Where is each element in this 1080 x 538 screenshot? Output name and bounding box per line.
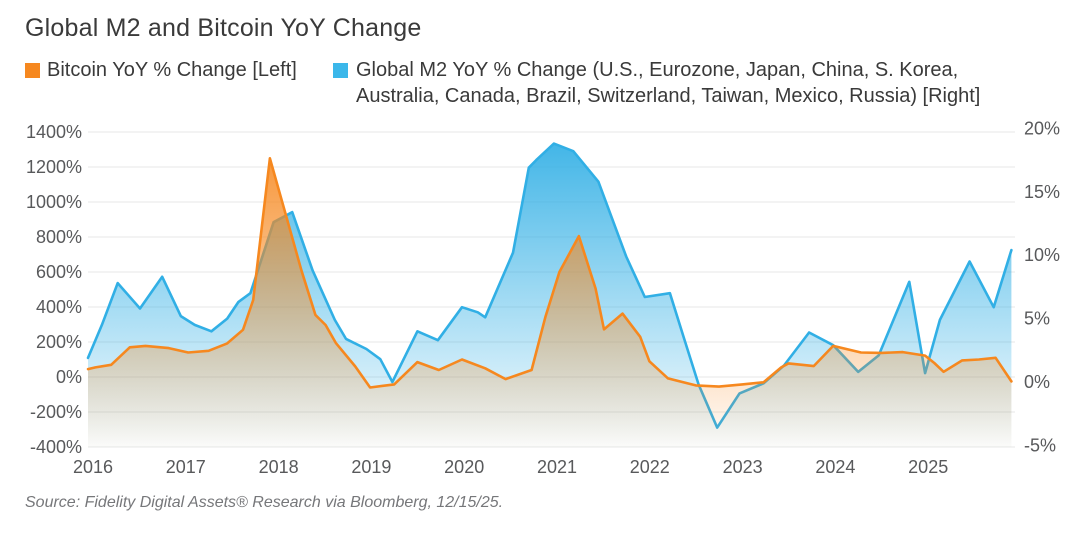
series-line bbox=[86, 157, 1013, 389]
right-axis-tick: 20% bbox=[1024, 118, 1060, 138]
left-axis-tick: -400% bbox=[30, 437, 82, 457]
chart-title: Global M2 and Bitcoin YoY Change bbox=[25, 14, 422, 42]
bitcoin-legend-label: Bitcoin YoY % Change [Left] bbox=[47, 59, 297, 81]
x-axis-tick: 2021 bbox=[537, 457, 577, 477]
right-axis-tick: -5% bbox=[1024, 435, 1056, 455]
right-axis-tick: 5% bbox=[1024, 309, 1050, 329]
left-axis-tick: 800% bbox=[36, 227, 82, 247]
x-axis-tick: 2023 bbox=[723, 457, 763, 477]
bitcoin-legend-swatch bbox=[25, 63, 40, 78]
m2-legend-label-line1: Global M2 YoY % Change (U.S., Eurozone, … bbox=[356, 59, 959, 81]
bitcoin-series bbox=[86, 157, 1013, 448]
x-axis-tick: 2017 bbox=[166, 457, 206, 477]
left-axis-tick: 1400% bbox=[26, 122, 82, 142]
x-axis-tick: 2019 bbox=[351, 457, 391, 477]
right-axis-tick: 15% bbox=[1024, 182, 1060, 202]
x-axis-tick: 2016 bbox=[73, 457, 113, 477]
left-axis-tick: 400% bbox=[36, 297, 82, 317]
left-axis-tick: -200% bbox=[30, 402, 82, 422]
series-line bbox=[86, 142, 1013, 429]
x-axis-tick: 2020 bbox=[444, 457, 484, 477]
left-axis-tick: 0% bbox=[56, 367, 82, 387]
left-axis-tick: 1200% bbox=[26, 157, 82, 177]
x-axis-tick: 2022 bbox=[630, 457, 670, 477]
m2-legend-label: Global M2 YoY % Change (U.S., Eurozone, … bbox=[356, 57, 980, 109]
series-area bbox=[88, 158, 1012, 448]
left-axis-tick: 1000% bbox=[26, 192, 82, 212]
left-axis-tick: 200% bbox=[36, 332, 82, 352]
source-note: Source: Fidelity Digital Assets® Researc… bbox=[25, 494, 504, 511]
x-axis-tick: 2018 bbox=[259, 457, 299, 477]
legend: Bitcoin YoY % Change [Left] Global M2 Yo… bbox=[0, 56, 1080, 112]
left-axis-tick: 600% bbox=[36, 262, 82, 282]
x-axis-tick: 2024 bbox=[815, 457, 855, 477]
right-axis-tick: 10% bbox=[1024, 245, 1060, 265]
x-axis-tick: 2025 bbox=[908, 457, 948, 477]
m2-legend-swatch bbox=[333, 63, 348, 78]
m2-legend-label-line2: Australia, Canada, Brazil, Switzerland, … bbox=[356, 85, 981, 107]
right-axis-tick: 0% bbox=[1024, 372, 1050, 392]
